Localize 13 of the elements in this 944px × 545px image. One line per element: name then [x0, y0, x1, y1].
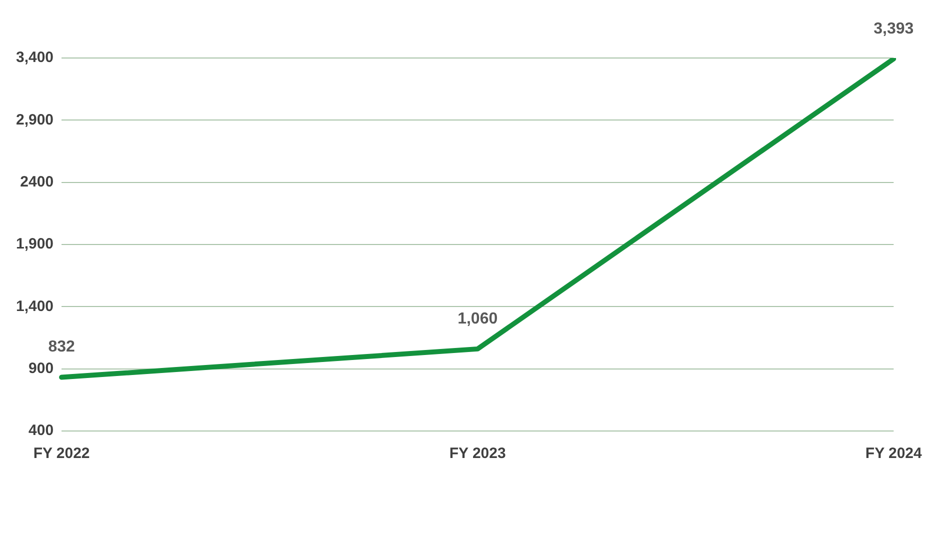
y-tick-label: 400: [28, 422, 54, 440]
data-label: 3,393: [874, 20, 914, 38]
y-tick-label: 1,400: [16, 298, 54, 315]
data-label: 832: [48, 338, 75, 356]
x-tick-label: FY 2024: [865, 445, 923, 462]
y-tick-label: 900: [28, 360, 54, 377]
y-tick-label: 1,900: [16, 236, 54, 253]
x-tick-label: FY 2022: [33, 445, 90, 462]
data-label: 1,060: [458, 310, 498, 328]
y-tick-label: 2,900: [16, 111, 54, 128]
y-tick-label: 3,400: [16, 49, 54, 66]
x-tick-label: FY 2023: [449, 445, 506, 462]
y-tick-label: 2400: [20, 173, 54, 190]
